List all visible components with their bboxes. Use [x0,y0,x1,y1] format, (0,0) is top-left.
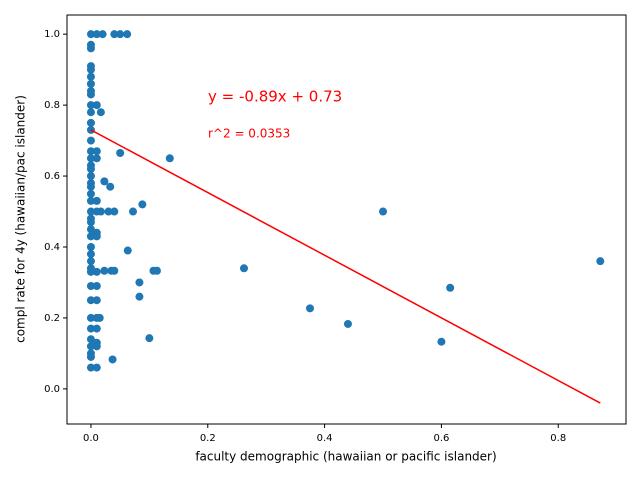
scatter-point [96,207,105,216]
scatter-point [106,182,115,191]
scatter-point [86,72,95,81]
scatter-point [86,196,95,205]
x-tick-label: 0.2 [200,433,216,444]
scatter-point [123,30,132,39]
scatter-point [92,282,101,291]
scatter-point [92,196,101,205]
scatter-point [86,154,95,163]
scatter-point [110,30,119,39]
x-tick-label: 0.4 [317,433,333,444]
scatter-point [86,242,95,251]
scatter-point [110,207,119,216]
scatter-point [92,154,101,163]
scatter-point [86,44,95,53]
scatter-point [305,304,314,313]
x-tick-label: 0.0 [83,433,99,444]
scatter-point [86,218,95,227]
scatter-point [86,335,95,344]
scatter-point [92,296,101,305]
scatter-point [92,324,101,333]
annotation: r^2 = 0.0353 [208,127,290,141]
y-tick-label: 0.4 [44,242,60,253]
scatter-point [116,30,125,39]
fit-line [90,129,601,404]
scatter-point [108,355,117,364]
y-tick-label: 0.6 [44,171,60,182]
scatter-point [92,232,101,241]
scatter-point [86,342,95,351]
scatter-point [86,225,95,234]
scatter-point [86,182,95,191]
scatter-point [86,324,95,333]
scatter-point [86,118,95,127]
x-tick-label: 0.8 [550,433,566,444]
scatter-point [239,264,248,273]
scatter-point [92,363,101,372]
scatter-point [86,172,95,181]
scatter-point [86,363,95,372]
y-tick-label: 0.0 [44,384,60,395]
scatter-point [96,108,105,117]
scatter-point [596,257,605,266]
scatter-point [86,108,95,117]
scatter-point [104,207,113,216]
scatter-point [86,136,95,145]
scatter-point [86,352,95,361]
x-tick-label: 0.6 [433,433,449,444]
scatter-point [95,313,104,322]
scatter-point [437,337,446,346]
scatter-point [135,278,144,287]
scatter-point [129,207,138,216]
scatter-point [100,266,109,275]
scatter-point [86,90,95,99]
scatter-point [135,292,144,301]
y-axis-label: compl rate for 4y (hawaiian/pac islander… [14,95,28,343]
scatter-point [86,30,95,39]
scatter-point [86,207,95,216]
y-tick-label: 0.8 [44,100,60,111]
scatter-point [92,101,101,110]
scatter-point [86,79,95,88]
plot-frame [66,14,627,425]
scatter-point [116,148,125,157]
scatter-point [86,147,95,156]
scatter-point [92,30,101,39]
y-tick-label: 0.2 [44,313,60,324]
y-tick-label: 1.0 [44,29,60,40]
scatter-point [92,147,101,156]
scatter-point [86,65,95,74]
scatter-point [86,267,95,276]
scatter-point [138,200,147,209]
scatter-point [100,177,109,186]
scatter-point [446,283,455,292]
scatter-point [98,30,107,39]
scatter-point [110,266,119,275]
scatter-point [92,342,101,351]
scatter-point [152,266,161,275]
scatter-point [343,319,352,328]
scatter-point [86,189,95,198]
scatter-point [86,232,95,241]
scatter-point [86,282,95,291]
x-axis-label: faculty demographic (hawaiian or pacific… [195,450,496,464]
scatter-point [86,257,95,266]
scatter-point [92,267,101,276]
scatter-point [145,334,154,343]
scatter-point [86,250,95,259]
annotation: y = -0.89x + 0.73 [208,88,342,106]
scatter-point [165,154,174,163]
scatter-point [123,246,132,255]
scatter-point [86,313,95,322]
scatter-point [86,101,95,110]
scatter-point [379,207,388,216]
scatter-point [86,296,95,305]
scatter-point [86,164,95,173]
